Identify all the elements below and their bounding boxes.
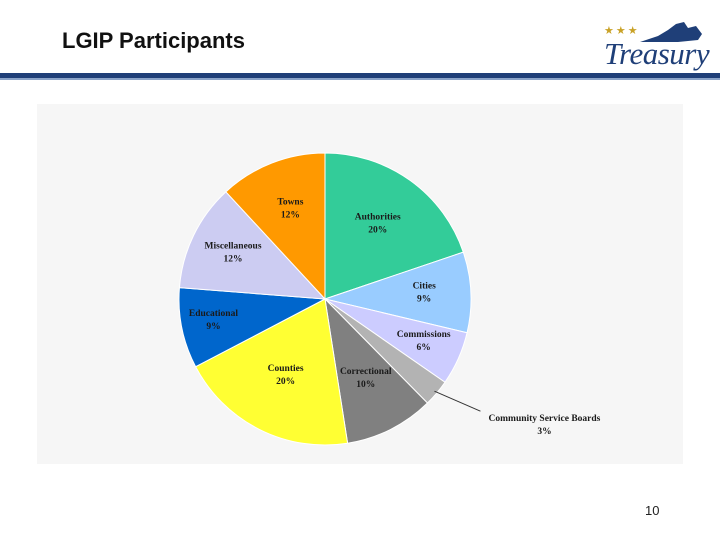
- slice-label-authorities: Authorities: [355, 212, 401, 222]
- slice-label-counties: Counties: [268, 364, 304, 374]
- slice-value-cities: 9%: [417, 294, 431, 304]
- logo-stars: ★★★: [604, 24, 640, 37]
- pie-chart: Authorities 20% Cities 9% Commissions 6% Commu…: [178, 152, 601, 446]
- virginia-state-icon: [640, 22, 702, 42]
- slice-value-towns: 12%: [281, 211, 300, 221]
- slice-label-commissions: Commissions: [397, 330, 451, 340]
- slice-value-counties: 20%: [276, 377, 295, 387]
- slice-label-cities: Cities: [413, 281, 437, 291]
- header-rule-accent: [0, 78, 720, 80]
- slice-value-authorities: 20%: [368, 225, 387, 235]
- pie-slice-miscellaneous: [178, 191, 327, 300]
- slice-value-community-service-boards: 3%: [537, 427, 551, 437]
- slice-value-commissions: 6%: [417, 343, 431, 353]
- leader-line-community-service-boards: [434, 390, 481, 412]
- slice-label-miscellaneous: Miscellaneous: [205, 241, 262, 251]
- slice-label-community-service-boards: Community Service Boards: [489, 414, 601, 424]
- pie-slice-counties: [194, 298, 349, 446]
- pie-slice-educational: [178, 287, 327, 368]
- chart-panel: Authorities 20% Cities 9% Commissions 6% Commu…: [37, 104, 683, 464]
- slice-label-towns: Towns: [277, 198, 303, 208]
- pie-slice-towns: [225, 152, 326, 301]
- slide-title: LGIP Participants: [62, 28, 245, 53]
- pie-slice-correctional: [324, 297, 429, 444]
- page-number: 10: [645, 503, 660, 518]
- logo-wordmark: Treasury: [604, 36, 710, 71]
- treasury-logo: ★★★ Treasury: [598, 18, 710, 78]
- slice-label-educational: Educational: [189, 309, 238, 319]
- pie-slice-authorities: [324, 152, 464, 300]
- slice-label-correctional: Correctional: [340, 367, 392, 377]
- slice-value-correctional: 10%: [356, 380, 375, 390]
- slice-value-miscellaneous: 12%: [224, 254, 243, 264]
- slice-value-educational: 9%: [206, 322, 220, 332]
- pie-slice-cities: [323, 251, 472, 334]
- header-rule: [0, 73, 720, 78]
